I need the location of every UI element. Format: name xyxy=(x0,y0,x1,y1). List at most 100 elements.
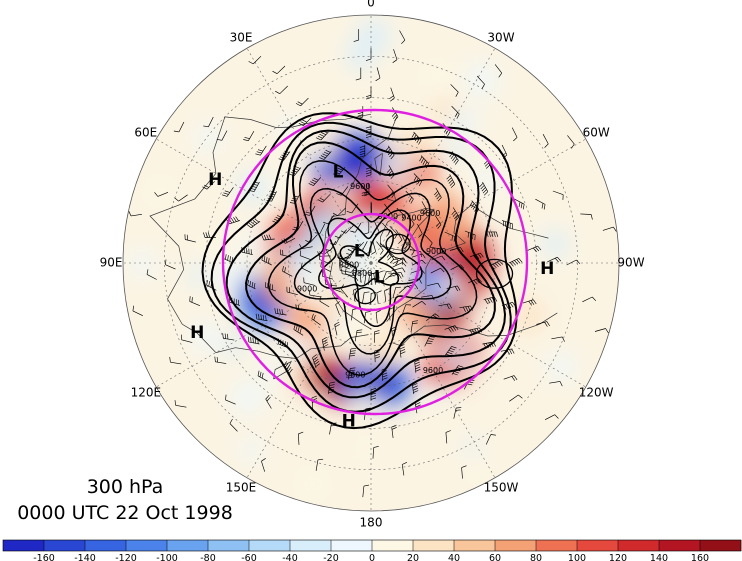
wind-barb xyxy=(408,278,422,284)
coastline-segment xyxy=(324,116,398,330)
pressure-level-title: 300 hPa xyxy=(87,476,164,498)
wind-barb xyxy=(459,305,473,312)
longitude-label: 180 xyxy=(360,516,383,530)
meridian-line xyxy=(156,262,372,388)
wind-barb xyxy=(544,414,559,420)
wind-barb xyxy=(446,285,461,292)
meridian-line xyxy=(246,48,372,264)
wind-barb xyxy=(304,205,316,216)
anomaly-speckle xyxy=(282,359,312,389)
longitude-label: 150W xyxy=(484,481,519,495)
anomaly-speckle xyxy=(462,194,483,216)
wind-barb xyxy=(374,221,380,236)
anomaly-speckle xyxy=(289,257,323,291)
anomaly-speckle xyxy=(448,113,465,130)
wind-barb xyxy=(390,252,399,266)
wind-barb xyxy=(272,214,285,224)
wind-barb xyxy=(248,55,262,65)
wind-barb xyxy=(401,462,408,476)
colorbar-tick-label: 0 xyxy=(369,553,375,561)
wind-barb xyxy=(479,181,489,196)
anomaly-speckle xyxy=(195,124,223,152)
anomaly-speckle xyxy=(234,245,256,267)
wind-barb xyxy=(189,296,201,306)
wind-barb xyxy=(552,190,564,200)
wind-barb xyxy=(489,260,504,270)
colorbar-tick-label: -60 xyxy=(241,553,257,561)
anomaly-speckle xyxy=(190,321,221,352)
wind-barb xyxy=(396,230,403,244)
anomaly-speckle xyxy=(422,63,450,90)
wind-barb xyxy=(203,116,214,128)
anomaly-speckle xyxy=(430,381,448,400)
colorbar-tick-label: 100 xyxy=(568,553,586,561)
wind-barb xyxy=(464,230,476,241)
wind-barb xyxy=(388,249,394,264)
wind-barb xyxy=(278,150,291,161)
wind-barb xyxy=(451,105,460,119)
contour-label: 9000 xyxy=(426,247,446,256)
wind-barb xyxy=(567,135,575,149)
wind-barb xyxy=(372,445,379,459)
anomaly-speckle xyxy=(187,264,209,286)
wind-barb xyxy=(335,301,340,316)
wind-barb xyxy=(340,284,349,298)
wind-barb xyxy=(450,264,465,270)
wind-barbs xyxy=(128,29,617,498)
wind-barb xyxy=(332,207,346,216)
wind-barb xyxy=(406,242,415,255)
wind-barb xyxy=(351,267,359,281)
wind-barb xyxy=(434,215,442,229)
colorbar-swatch xyxy=(659,540,701,551)
wind-barb xyxy=(255,145,267,156)
wind-barb xyxy=(509,394,523,402)
wind-barb xyxy=(222,333,235,341)
wind-barb xyxy=(174,400,187,408)
wind-barb xyxy=(503,375,518,381)
wind-barb xyxy=(365,125,372,139)
colorbar-tick-label: -20 xyxy=(323,553,339,561)
colorbar-swatch xyxy=(372,540,414,551)
colorbar-swatch xyxy=(700,540,742,551)
colorbar-tick-label: -100 xyxy=(156,553,178,561)
wind-barb xyxy=(453,407,462,419)
wind-barb xyxy=(317,251,331,257)
anomaly-speckle xyxy=(541,230,569,258)
colorbar-swatch xyxy=(618,540,660,551)
wind-barb xyxy=(299,243,313,250)
colorbar-tick-label: 20 xyxy=(407,553,419,561)
wind-barb xyxy=(146,269,157,280)
wind-barb xyxy=(483,296,498,304)
wind-barb xyxy=(376,241,384,255)
wind-barb xyxy=(449,247,464,253)
wind-barb xyxy=(396,207,405,221)
wind-barb xyxy=(362,484,370,498)
wind-barb xyxy=(293,324,304,336)
wind-barb xyxy=(536,321,550,327)
wind-barb xyxy=(391,424,397,439)
wind-barb xyxy=(261,254,272,266)
wind-barb xyxy=(389,87,395,102)
wind-barb xyxy=(173,121,185,133)
wind-barb xyxy=(382,223,391,236)
latitude-circle xyxy=(288,180,454,346)
wind-barb xyxy=(508,258,523,267)
wind-barb xyxy=(451,365,464,376)
colorbar-swatch xyxy=(249,540,291,551)
wind-barb xyxy=(371,240,377,255)
high-pressure-marker: H xyxy=(208,170,222,190)
colorbar-swatch xyxy=(167,540,209,551)
wind-barb xyxy=(370,387,377,401)
wind-barb xyxy=(132,305,143,316)
wind-barb xyxy=(311,395,318,409)
colorbar-swatch xyxy=(85,540,127,551)
wind-barb xyxy=(407,214,415,229)
wind-barb xyxy=(417,223,423,238)
wind-barb xyxy=(501,144,508,159)
wind-barb xyxy=(354,329,363,342)
wind-barb xyxy=(243,130,255,142)
wind-barb xyxy=(362,291,370,304)
wind-barb xyxy=(308,289,321,298)
anomaly-speckle xyxy=(239,438,263,462)
height-contour-line xyxy=(318,209,423,327)
